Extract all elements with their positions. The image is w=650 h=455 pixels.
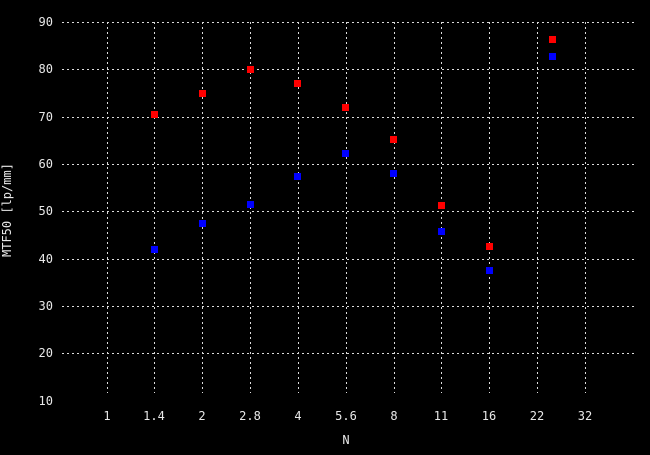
gridline-vertical <box>107 22 108 393</box>
y-tick-label: 20 <box>38 346 53 360</box>
y-tick-label: 70 <box>38 110 53 124</box>
data-point-blue-squares <box>390 170 397 177</box>
gridline-vertical <box>394 22 395 393</box>
gridline-vertical <box>154 22 155 393</box>
gridline-horizontal <box>62 353 636 354</box>
x-tick-label: 22 <box>529 409 545 423</box>
gridline-vertical <box>585 22 586 393</box>
gridline-horizontal <box>62 211 636 212</box>
gridline-vertical <box>537 22 538 393</box>
y-tick-label: 60 <box>38 157 53 171</box>
gridline-horizontal <box>62 306 636 307</box>
y-tick-label: 90 <box>38 15 53 29</box>
gridline-vertical <box>346 22 347 393</box>
x-tick-label: 4 <box>294 409 302 423</box>
data-point-red-squares <box>390 136 397 143</box>
gridline-horizontal <box>62 259 636 260</box>
data-point-red-squares <box>151 111 158 118</box>
y-tick-label: 50 <box>38 204 53 218</box>
y-tick-label: 40 <box>38 252 53 266</box>
data-point-red-squares <box>247 66 254 73</box>
y-axis-title: MTF50 [lp/mm] <box>0 163 14 257</box>
y-tick-label: 30 <box>38 299 53 313</box>
x-tick-label: 11 <box>433 409 449 423</box>
y-tick-label: 10 <box>38 394 53 408</box>
gridline-horizontal <box>62 22 636 23</box>
x-tick-label: 2.8 <box>239 409 261 423</box>
data-point-blue-squares <box>294 173 301 180</box>
data-point-blue-squares <box>199 220 206 227</box>
gridline-vertical <box>298 22 299 393</box>
data-point-red-squares <box>294 80 301 87</box>
x-tick-label: 2 <box>198 409 206 423</box>
gridline-vertical <box>202 22 203 393</box>
x-tick-label: 1 <box>103 409 111 423</box>
gridline-horizontal <box>62 164 636 165</box>
data-point-blue-squares <box>438 228 445 235</box>
x-tick-label: 16 <box>481 409 497 423</box>
x-axis-title: N <box>342 433 350 447</box>
legend-marker <box>549 36 556 43</box>
data-point-red-squares <box>438 202 445 209</box>
x-tick-label: 8 <box>390 409 398 423</box>
data-point-red-squares <box>199 90 206 97</box>
x-tick-label: 1.4 <box>143 409 165 423</box>
legend-marker <box>549 53 556 60</box>
x-tick-label: 32 <box>577 409 593 423</box>
data-point-blue-squares <box>486 267 493 274</box>
data-point-red-squares <box>486 243 493 250</box>
gridline-horizontal <box>62 69 636 70</box>
data-point-red-squares <box>342 104 349 111</box>
data-point-blue-squares <box>342 150 349 157</box>
data-point-blue-squares <box>151 246 158 253</box>
y-tick-label: 80 <box>38 62 53 76</box>
gridline-horizontal <box>62 117 636 118</box>
gridline-vertical <box>489 22 490 393</box>
x-tick-label: 5.6 <box>335 409 357 423</box>
data-point-blue-squares <box>247 201 254 208</box>
